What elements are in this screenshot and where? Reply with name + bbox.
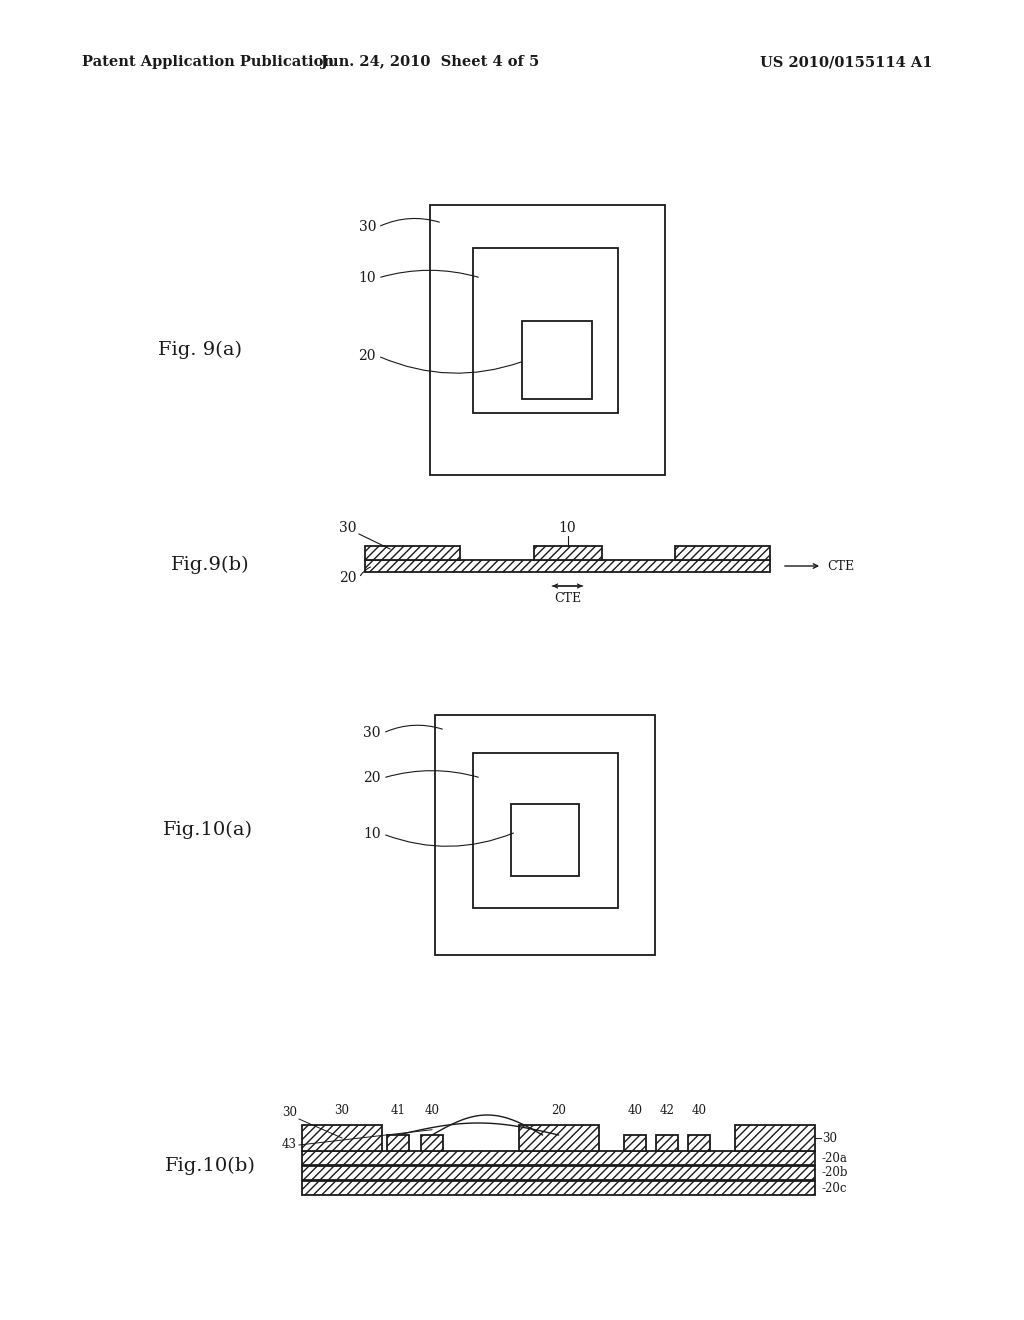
Text: -20c: -20c — [822, 1181, 848, 1195]
Bar — [624, 1135, 646, 1151]
Bar — [688, 1135, 710, 1151]
Bar — [302, 1125, 382, 1151]
Text: 10: 10 — [364, 828, 381, 841]
Text: 20: 20 — [364, 771, 381, 785]
Bar — [430, 205, 665, 475]
Bar — [473, 248, 618, 413]
Bar — [302, 1166, 815, 1180]
Text: Fig.9(b): Fig.9(b) — [171, 556, 249, 574]
Text: 30: 30 — [364, 726, 381, 741]
Bar — [655, 1135, 678, 1151]
Text: 20: 20 — [551, 1104, 566, 1117]
Text: 10: 10 — [559, 521, 577, 535]
Text: 20: 20 — [340, 572, 357, 585]
Bar — [302, 1181, 815, 1195]
Bar — [534, 546, 601, 560]
Bar — [522, 321, 592, 399]
Text: 30: 30 — [282, 1106, 297, 1119]
Text: 30: 30 — [340, 521, 357, 535]
Text: 41: 41 — [390, 1104, 406, 1117]
Text: 30: 30 — [358, 220, 376, 234]
Text: Patent Application Publication: Patent Application Publication — [82, 55, 334, 69]
Bar — [435, 715, 655, 954]
Text: -20b: -20b — [822, 1167, 849, 1180]
Text: 20: 20 — [358, 348, 376, 363]
Text: CTE: CTE — [554, 591, 581, 605]
Text: 40: 40 — [628, 1104, 642, 1117]
Bar — [302, 1151, 815, 1166]
Bar — [511, 804, 579, 876]
Text: 40: 40 — [691, 1104, 707, 1117]
Text: 42: 42 — [659, 1104, 674, 1117]
Text: CTE: CTE — [827, 560, 854, 573]
Text: 30: 30 — [822, 1131, 837, 1144]
Text: 30: 30 — [335, 1104, 349, 1117]
Text: -20a: -20a — [822, 1151, 848, 1164]
Text: Fig.10(a): Fig.10(a) — [163, 821, 253, 840]
Bar — [518, 1125, 598, 1151]
Text: 40: 40 — [425, 1104, 439, 1117]
Bar — [387, 1135, 409, 1151]
Bar — [675, 546, 770, 560]
Text: Jun. 24, 2010  Sheet 4 of 5: Jun. 24, 2010 Sheet 4 of 5 — [321, 55, 539, 69]
Text: Fig. 9(a): Fig. 9(a) — [158, 341, 242, 359]
Bar — [365, 546, 460, 560]
Text: US 2010/0155114 A1: US 2010/0155114 A1 — [760, 55, 933, 69]
Bar — [735, 1125, 815, 1151]
Text: Fig.10(b): Fig.10(b) — [165, 1156, 255, 1175]
Text: 43: 43 — [282, 1138, 297, 1151]
Bar — [365, 560, 770, 572]
Bar — [421, 1135, 443, 1151]
Text: 10: 10 — [358, 271, 376, 285]
Bar — [473, 752, 618, 908]
